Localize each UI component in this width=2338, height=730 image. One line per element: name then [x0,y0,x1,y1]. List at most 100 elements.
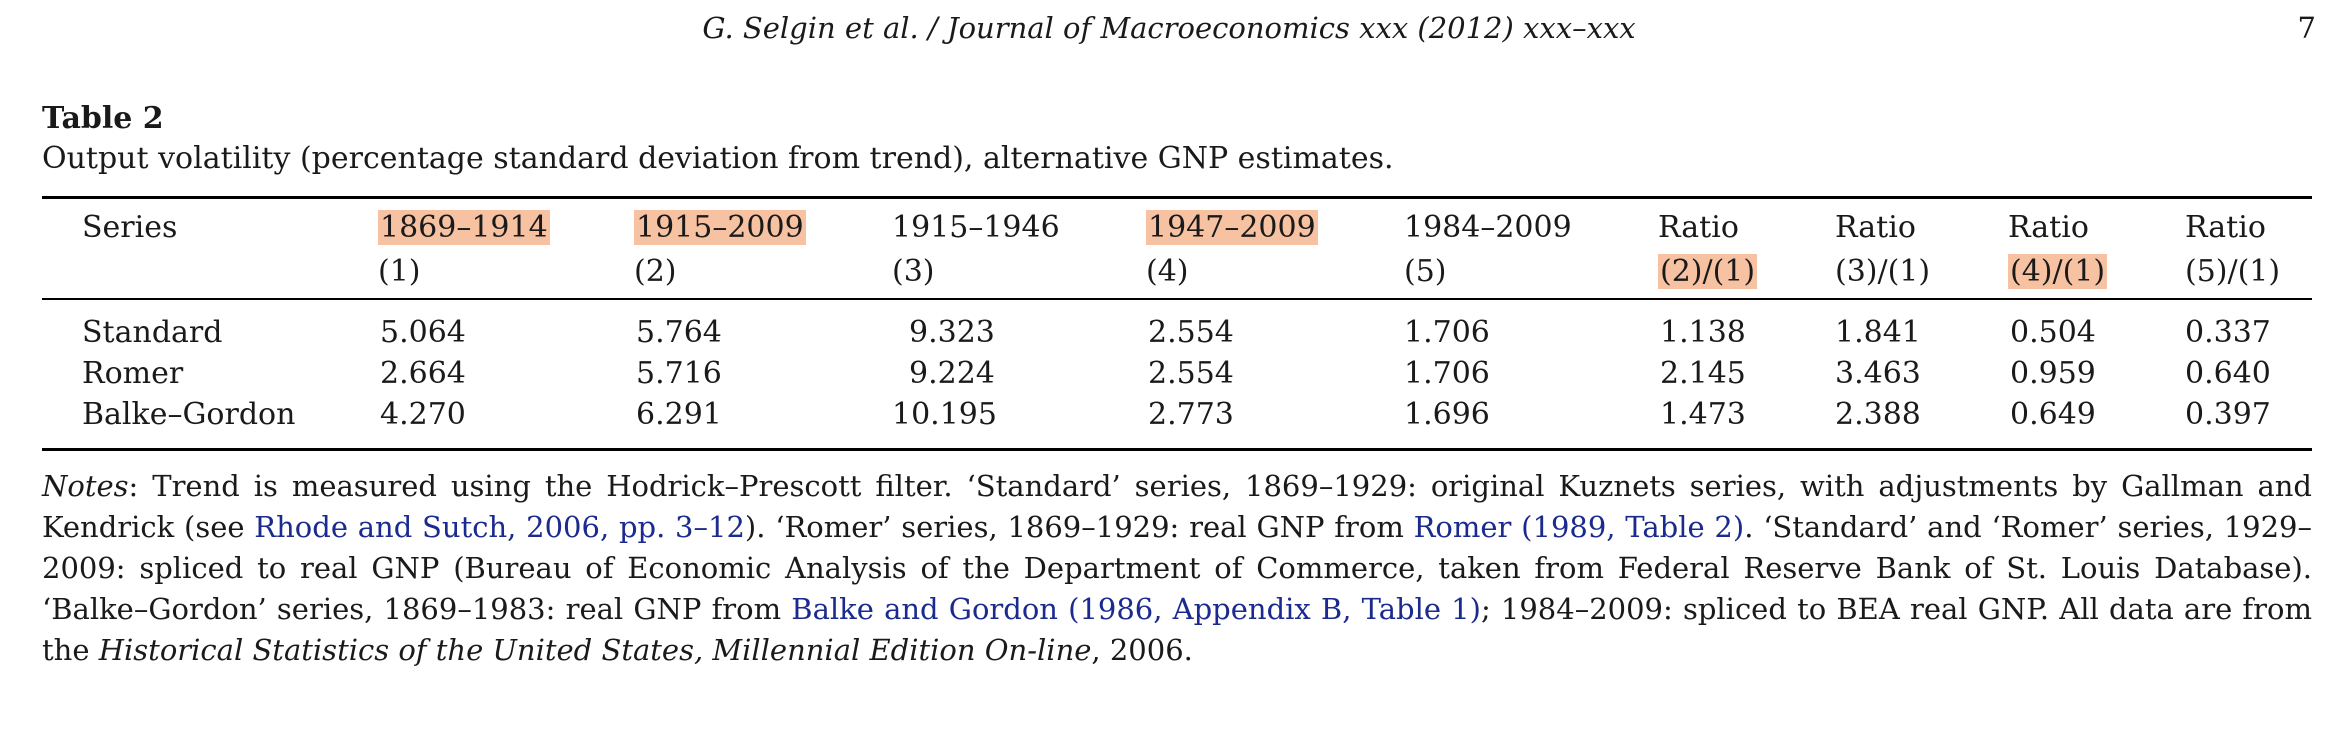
column-header-1-line2-text: (1) [378,254,421,289]
table-cell-text: 2.773 [1148,397,1234,432]
table-caption: Output volatility (percentage standard d… [42,141,1394,176]
column-header-8-line1-text: Ratio [2008,210,2089,245]
column-header-7-line2: (3)/(1) [1835,252,1930,292]
table-bottom-rule [42,448,2312,451]
column-header-7-line2-text: (3)/(1) [1835,254,1931,289]
column-header-6-line2-text: (2)/(1) [1658,254,1758,289]
notes-lead: Notes [42,469,129,503]
column-header-5-line1: 1984–2009 [1404,208,1572,248]
row-label-text: Romer [82,356,184,391]
table-cell-text: 6.291 [636,397,722,432]
table-cell-text: 10.195 [892,397,997,432]
table-cell-text: 2.554 [1148,315,1234,350]
row-label-text: Balke–Gordon [82,397,296,432]
table-header-rule [42,298,2312,300]
table-cell: 9.224 [909,354,995,394]
column-header-7-line1: Ratio [1835,208,1916,248]
table-top-rule [42,196,2312,199]
table-cell: 1.706 [1404,313,1490,353]
table-cell-text: 0.649 [2010,397,2096,432]
table-cell: 0.504 [2010,313,2096,353]
page-number: 7 [2297,11,2316,45]
column-header-9-line2-text: (5)/(1) [2185,254,2281,289]
table-cell: 6.291 [636,395,722,435]
citation-link-rhode-sutch[interactable]: Rhode and Sutch, 2006, pp. 3–12 [254,510,745,544]
column-header-5-line1-text: 1984–2009 [1404,210,1572,245]
column-header-8-line1: Ratio [2008,208,2089,248]
table-label: Table 2 [42,101,164,136]
running-head: G. Selgin et al. / Journal of Macroecono… [0,8,2338,48]
column-header-1-line1: 1869–1914 [378,208,550,248]
table-cell: 2.554 [1148,313,1234,353]
column-header-4-line2-text: (4) [1146,254,1189,289]
column-header-4-line1-text: 1947–2009 [1146,210,1318,245]
table-cell: 0.959 [2010,354,2096,394]
column-header-5-line2-text: (5) [1404,254,1447,289]
citation-link-romer[interactable]: Romer (1989, Table 2) [1413,510,1745,544]
table-cell: 0.649 [2010,395,2096,435]
row-label: Standard [82,313,222,353]
table-cell: 1.841 [1835,313,1921,353]
table-cell-text: 1.138 [1660,315,1746,350]
column-header-3-line1: 1915–1946 [892,208,1060,248]
table-cell-text: 0.959 [2010,356,2096,391]
table-cell: 2.388 [1835,395,1921,435]
notes-text-3: . ‘Standard’ and ‘Romer’ series, 1929–20… [42,510,2312,626]
notes-source-title: Historical Statistics of the United Stat… [98,633,1092,667]
column-header-6-line2: (2)/(1) [1658,252,1758,292]
table-cell: 1.138 [1660,313,1746,353]
table-cell-text: 1.473 [1660,397,1746,432]
column-header-2-line1-text: 1915–2009 [634,210,806,245]
table-cell: 10.195 [892,395,997,435]
table-cell-text: 3.463 [1835,356,1921,391]
column-header-8-line2: (4)/(1) [2008,252,2108,292]
table-cell-text: 2.664 [380,356,466,391]
notes-text-4: ; 1984–2009: spliced to BEA real GNP. Al… [42,592,2312,667]
notes-text-1: : Trend is measured using the Hodrick–Pr… [42,469,2312,544]
table-cell: 2.554 [1148,354,1234,394]
column-header-2-line1: 1915–2009 [634,208,806,248]
column-header-6-line1-text: Ratio [1658,210,1739,245]
citation-link-balke-gordon[interactable]: Balke and Gordon (1986, Appendix B, Tabl… [791,592,1481,626]
table-cell: 4.270 [380,395,466,435]
table-cell-text: 0.504 [2010,315,2096,350]
table-cell: 1.696 [1404,395,1490,435]
table-notes: Notes: Trend is measured using the Hodri… [42,466,2312,671]
column-header-7-line1-text: Ratio [1835,210,1916,245]
column-header-5-line2: (5) [1404,252,1447,292]
column-header-1-line1-text: 1869–1914 [378,210,550,245]
column-header-4-line1: 1947–2009 [1146,208,1318,248]
table-cell-text: 0.640 [2185,356,2271,391]
column-header-4-line2: (4) [1146,252,1189,292]
table-cell: 0.640 [2185,354,2271,394]
notes-text-5: , 2006. [1091,633,1193,667]
table-cell-text: 0.397 [2185,397,2271,432]
column-header-2-line2-text: (2) [634,254,677,289]
column-header-1-line2: (1) [378,252,421,292]
table-cell-text: 9.323 [909,315,995,350]
column-header-9-line1-text: Ratio [2185,210,2266,245]
table-cell-text: 2.145 [1660,356,1746,391]
column-header-6-line1: Ratio [1658,208,1739,248]
table-cell: 3.463 [1835,354,1921,394]
table-cell: 0.397 [2185,395,2271,435]
table-cell: 2.145 [1660,354,1746,394]
table-cell: 0.337 [2185,313,2271,353]
running-title: G. Selgin et al. / Journal of Macroecono… [702,11,1636,45]
table-cell-text: 5.716 [636,356,722,391]
table-cell: 1.706 [1404,354,1490,394]
column-header-8-line2-text: (4)/(1) [2008,254,2108,289]
table-cell-text: 5.064 [380,315,466,350]
table-cell: 1.473 [1660,395,1746,435]
table-cell: 5.064 [380,313,466,353]
notes-text-2: ). ‘Romer’ series, 1869–1929: real GNP f… [744,510,1414,544]
table-cell-text: 1.696 [1404,397,1490,432]
column-header-0-line1-text: Series [82,210,178,245]
table-cell-text: 5.764 [636,315,722,350]
column-header-9-line2: (5)/(1) [2185,252,2280,292]
row-label: Balke–Gordon [82,395,295,435]
table-cell: 2.773 [1148,395,1234,435]
table-cell: 9.323 [909,313,995,353]
row-label-text: Standard [82,315,223,350]
row-label: Romer [82,354,183,394]
